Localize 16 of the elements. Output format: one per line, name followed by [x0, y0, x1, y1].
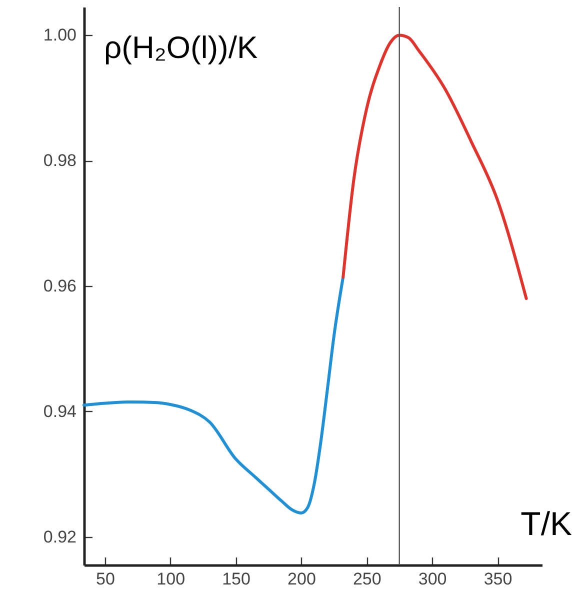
x-axis-title: T/K	[520, 505, 572, 542]
x-tick-label: 150	[222, 570, 250, 588]
x-tick-label: 250	[352, 570, 382, 588]
x-tick-label: 300	[418, 570, 447, 588]
y-tick-label: 1.00	[43, 26, 76, 45]
y-tick-label: 0.98	[43, 151, 76, 170]
line-series	[342, 34, 528, 300]
y-axis-title: ρ(H₂O(l))/K	[104, 30, 258, 65]
x-tick-label: 350	[484, 570, 512, 588]
y-tick-label: 0.96	[43, 276, 76, 296]
line-series	[82, 276, 345, 514]
y-tick-label: 0.94	[43, 402, 76, 421]
x-tick-label: 50	[96, 570, 115, 588]
x-tick-label: 100	[156, 570, 186, 588]
x-tick-label: 200	[288, 570, 316, 588]
y-tick-label: 0.92	[43, 527, 76, 546]
